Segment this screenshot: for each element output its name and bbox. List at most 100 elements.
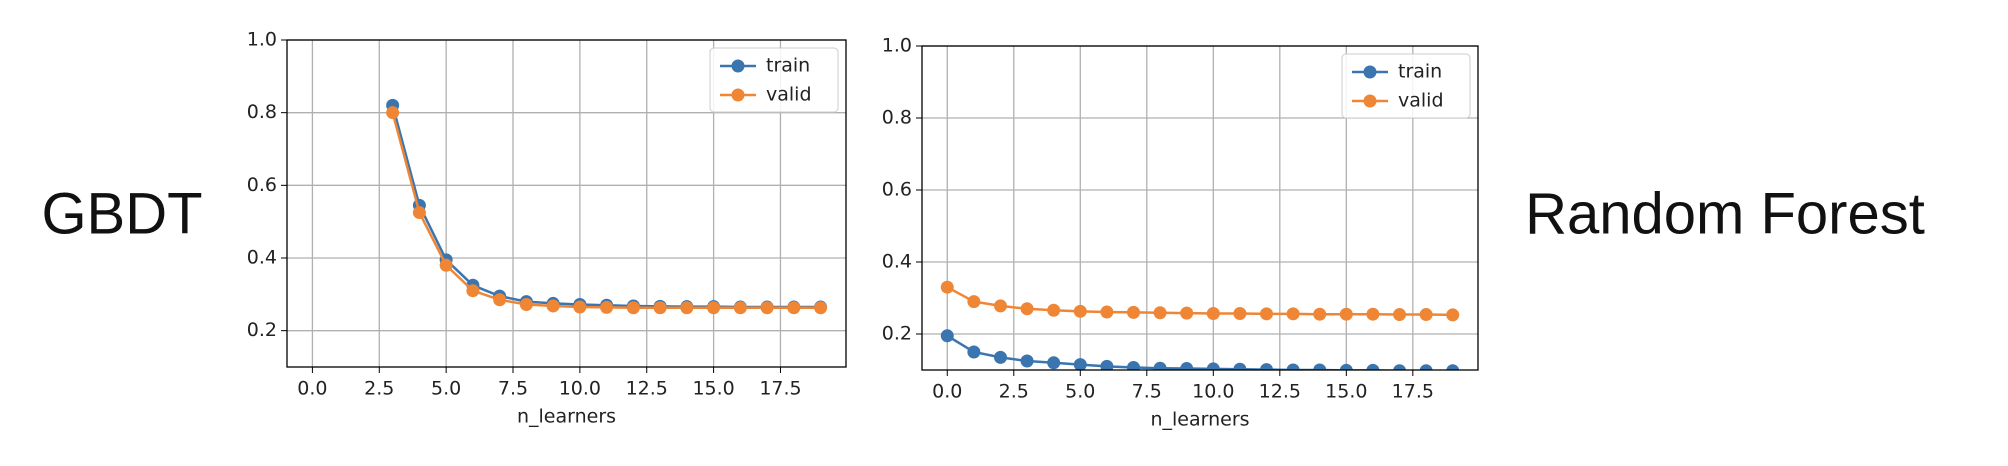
marker (1153, 306, 1167, 320)
plot-area (940, 280, 1460, 370)
marker (1446, 364, 1460, 370)
x-tick-label: 12.5 (626, 378, 668, 400)
marker (1100, 359, 1114, 370)
marker (1339, 307, 1353, 321)
marker (1286, 363, 1300, 370)
x-tick-label: 2.5 (999, 381, 1029, 403)
x-tick-label: 7.5 (1132, 381, 1162, 403)
x-tick-label: 5.0 (1065, 381, 1095, 403)
legend-marker (1363, 94, 1377, 108)
marker (1286, 307, 1300, 321)
marker (993, 299, 1007, 313)
marker (626, 301, 640, 315)
y-tick-label: 0.8 (882, 107, 912, 129)
marker (1153, 361, 1167, 370)
y-tick-label: 0.2 (247, 319, 277, 341)
side-label: Random Forest (1525, 181, 1925, 246)
y-tick-label: 0.6 (882, 179, 912, 201)
marker (1047, 356, 1061, 370)
y-tick-label: 0.4 (247, 247, 277, 269)
x-axis-label: n_learners (1150, 409, 1249, 431)
x-tick-label: 15.0 (1325, 381, 1367, 403)
marker (412, 206, 426, 220)
x-tick-label: 17.5 (1392, 381, 1434, 403)
marker (760, 301, 774, 315)
y-tick-label: 0.8 (247, 101, 277, 123)
line (391, 112, 821, 310)
marker (1233, 306, 1247, 320)
marker (967, 345, 981, 359)
marker (1260, 363, 1274, 370)
x-tick-label: 2.5 (364, 378, 394, 400)
marker (1313, 307, 1327, 321)
marker (1206, 362, 1220, 370)
y-tick-label: 0.2 (882, 323, 912, 345)
x-tick-label: 10.0 (1192, 381, 1234, 403)
marker (787, 301, 801, 315)
marker (386, 106, 400, 120)
marker (1180, 362, 1194, 370)
marker (707, 301, 721, 315)
marker (546, 299, 560, 313)
marker (493, 293, 507, 307)
marker (1313, 363, 1327, 370)
x-tick-label: 0.0 (932, 381, 962, 403)
marker (519, 298, 533, 312)
x-tick-label: 0.0 (297, 378, 327, 400)
x-tick-label: 15.0 (692, 378, 734, 400)
marker (1419, 308, 1433, 322)
marker (814, 301, 828, 315)
x-tick-label: 10.0 (559, 378, 601, 400)
axes-frame (286, 39, 847, 368)
marker (1260, 307, 1274, 321)
marker (1393, 308, 1407, 322)
y-tick-label: 1.0 (247, 29, 277, 51)
marker (1366, 307, 1380, 321)
x-tick-label: 7.5 (498, 378, 528, 400)
legend-marker (731, 88, 745, 102)
side-label: GBDT (41, 181, 202, 246)
plot-area (386, 98, 828, 315)
marker (1047, 303, 1061, 317)
marker (600, 300, 614, 314)
axes-frame (921, 45, 1479, 371)
marker (1073, 304, 1087, 318)
marker (1126, 305, 1140, 319)
x-tick-label: 17.5 (759, 378, 801, 400)
x-tick-label: 5.0 (431, 378, 461, 400)
x-tick-label: 12.5 (1259, 381, 1301, 403)
legend-label: valid (1398, 90, 1444, 112)
marker (1020, 354, 1034, 368)
marker (573, 300, 587, 314)
marker (1446, 308, 1460, 322)
marker (967, 295, 981, 309)
marker (1126, 360, 1140, 370)
x-axis-label: n_learners (517, 406, 616, 428)
marker (1020, 302, 1034, 316)
legend-marker (731, 59, 745, 73)
marker (1073, 358, 1087, 370)
y-tick-label: 0.4 (882, 251, 912, 273)
legend-label: valid (766, 84, 812, 106)
marker (466, 284, 480, 298)
marker (733, 301, 747, 315)
legend-label: train (1398, 61, 1442, 83)
marker (439, 258, 453, 272)
marker (940, 329, 954, 343)
marker (1180, 306, 1194, 320)
marker (993, 350, 1007, 364)
marker (1233, 362, 1247, 370)
marker (1393, 364, 1406, 370)
marker (940, 280, 954, 294)
legend-marker (1363, 65, 1377, 79)
marker (1100, 305, 1114, 319)
marker (1366, 363, 1380, 370)
marker (653, 301, 667, 315)
marker (1206, 306, 1220, 320)
marker (680, 301, 694, 315)
y-tick-label: 0.6 (247, 174, 277, 196)
legend-label: train (766, 55, 810, 77)
marker (1419, 364, 1433, 370)
